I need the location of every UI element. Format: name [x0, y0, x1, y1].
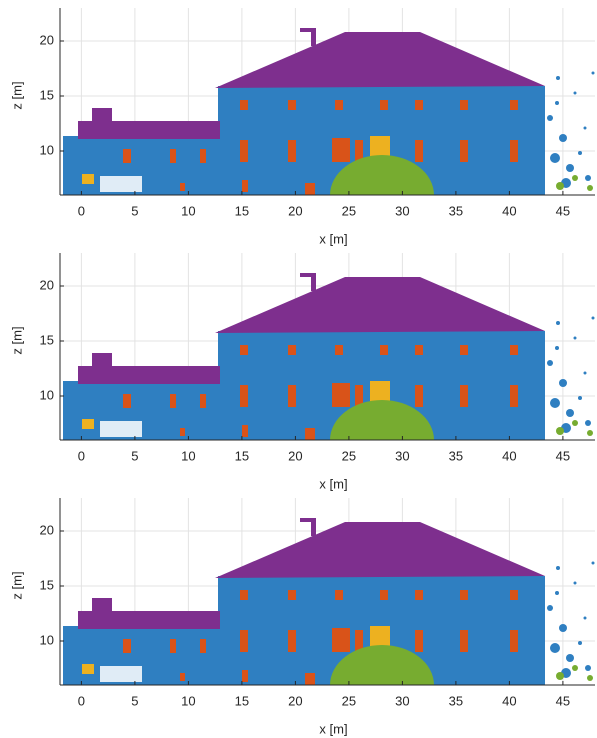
- y-tick-label: 15: [40, 577, 54, 592]
- x-tick-label: 30: [395, 693, 409, 708]
- y-tick-label: 10: [40, 632, 54, 647]
- x-tick-label: 25: [342, 448, 356, 463]
- x-tick-label: 10: [181, 693, 195, 708]
- x-tick-label: 20: [288, 203, 302, 218]
- x-axis-label: x [m]: [319, 476, 347, 491]
- x-tick-label: 20: [288, 693, 302, 708]
- y-tick-label: 10: [40, 142, 54, 157]
- x-tick-label: 10: [181, 203, 195, 218]
- x-tick-label: 0: [78, 203, 85, 218]
- x-tick-label: 35: [449, 448, 463, 463]
- x-axis-label: x [m]: [319, 721, 347, 736]
- x-tick-label: 30: [395, 448, 409, 463]
- x-tick-label: 25: [342, 203, 356, 218]
- y-axis-label: z [m]: [9, 326, 24, 354]
- x-tick-label: 25: [342, 693, 356, 708]
- x-tick-label: 20: [288, 448, 302, 463]
- y-tick-label: 15: [40, 332, 54, 347]
- x-tick-label: 15: [235, 203, 249, 218]
- x-tick-label: 5: [131, 693, 138, 708]
- x-tick-label: 15: [235, 693, 249, 708]
- x-tick-label: 30: [395, 203, 409, 218]
- x-tick-label: 45: [556, 448, 570, 463]
- panel: 0 5 10 15 20 25 30 35 40 45 10 15 20 x [m] z [m]: [9, 253, 595, 491]
- y-tick-label: 20: [40, 277, 54, 292]
- y-tick-label: 15: [40, 87, 54, 102]
- x-tick-label: 0: [78, 448, 85, 463]
- x-tick-label: 0: [78, 693, 85, 708]
- x-tick-label: 10: [181, 448, 195, 463]
- x-tick-label: 40: [502, 693, 516, 708]
- y-axis-label: z [m]: [9, 81, 24, 109]
- y-tick-label: 20: [40, 522, 54, 537]
- x-tick-label: 35: [449, 203, 463, 218]
- x-tick-label: 45: [556, 203, 570, 218]
- x-tick-label: 45: [556, 693, 570, 708]
- x-tick-label: 40: [502, 203, 516, 218]
- figure: 0 5 10 15 20 25 30 35 40 45 10 15 20 x [m] z [m] 0 5 10 15…: [0, 0, 597, 738]
- y-tick-label: 10: [40, 387, 54, 402]
- y-axis-label: z [m]: [9, 571, 24, 599]
- x-tick-label: 35: [449, 693, 463, 708]
- x-tick-label: 40: [502, 448, 516, 463]
- x-tick-label: 15: [235, 448, 249, 463]
- x-axis-label: x [m]: [319, 231, 347, 246]
- y-tick-label: 20: [40, 32, 54, 47]
- panel: 0 5 10 15 20 25 30 35 40 45 10 15 20 x [m] z [m]: [9, 8, 595, 246]
- x-tick-label: 5: [131, 448, 138, 463]
- panel: 0 5 10 15 20 25 30 35 40 45 10 15 20 x [m] z [m]: [9, 498, 595, 736]
- x-tick-label: 5: [131, 203, 138, 218]
